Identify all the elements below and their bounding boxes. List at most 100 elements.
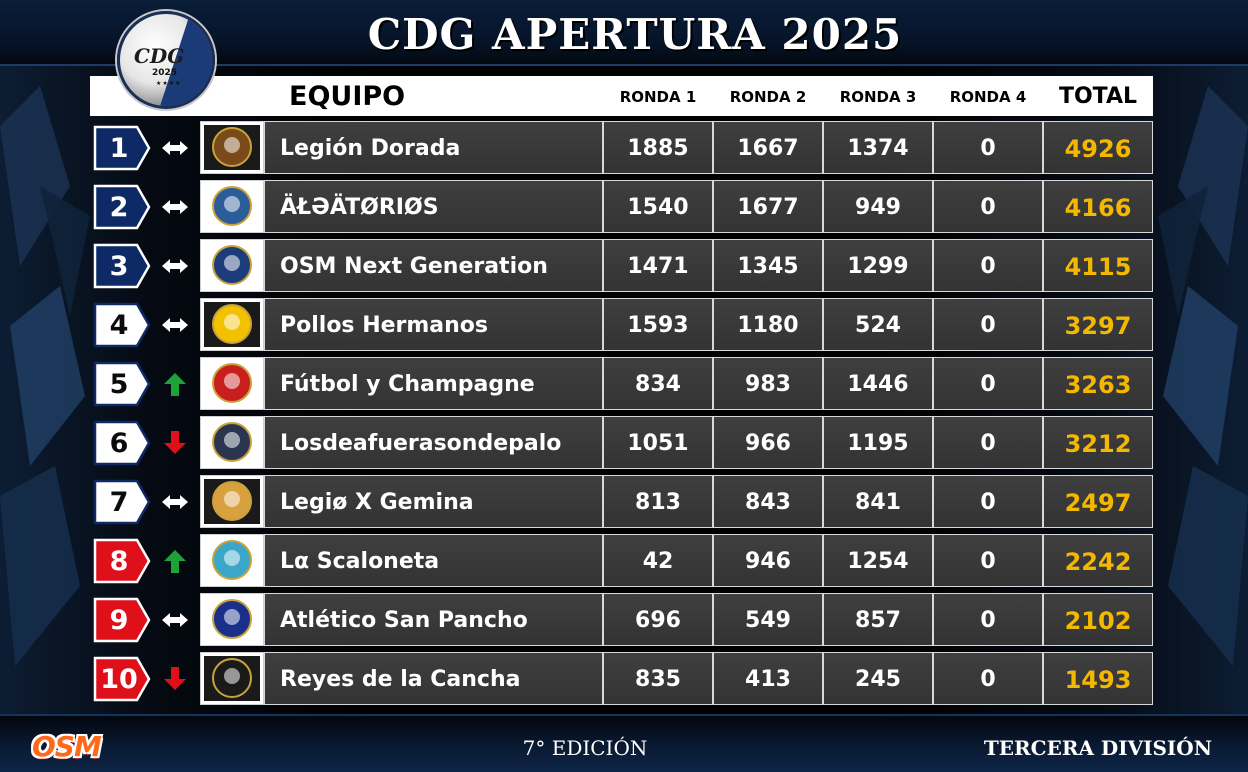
team-crest: [200, 593, 264, 646]
ronda-1-score: 1593: [603, 298, 713, 351]
no-change-icon: [160, 312, 190, 338]
position-badge-shape: [93, 420, 151, 466]
no-change-icon: [160, 135, 190, 161]
table-row: 6 Losdeafuerasondepalo 1051 966 1195 0 3212: [90, 416, 1153, 469]
ronda-1-score: 813: [603, 475, 713, 528]
position-badge: 1: [93, 125, 151, 171]
team-name-cell: OSM Next Generation: [264, 239, 603, 292]
table-row: 4 Pollos Hermanos 1593 1180 524 0 3297: [90, 298, 1153, 351]
team-name-cell: Atlético San Pancho: [264, 593, 603, 646]
cdg-logo: CDG 2025 ★★★★: [117, 11, 215, 109]
ronda-3-score: 524: [823, 298, 933, 351]
position-badge-shape: [93, 538, 151, 584]
position-badge: 10: [93, 656, 151, 702]
ronda-2-score: 1180: [713, 298, 823, 351]
no-change-icon: [160, 194, 190, 220]
position-badge-shape: [93, 302, 151, 348]
team-name: Legión Dorada: [280, 136, 461, 161]
position-number: 2: [109, 192, 129, 223]
arrow-down-icon: [160, 430, 190, 456]
position-badge: 3: [93, 243, 151, 289]
crest-emblem: [204, 420, 260, 465]
position-number: 3: [109, 251, 129, 282]
ronda-4-score: 0: [933, 475, 1043, 528]
crest-reyes-cancha-icon: [204, 656, 260, 701]
ronda-3-score: 1299: [823, 239, 933, 292]
ronda-1-score: 1885: [603, 121, 713, 174]
crest-legio-x-gemina-icon: [204, 479, 260, 524]
ronda-2-score: 966: [713, 416, 823, 469]
ronda-4-score: 0: [933, 534, 1043, 587]
double-arrow-icon: [162, 495, 188, 509]
ronda-1-score: 1540: [603, 180, 713, 233]
table-row: 2 ÄŁƏÄTØRIØS 1540 1677 949 0 4166: [90, 180, 1153, 233]
position-badge: 9: [93, 597, 151, 643]
position-badge-shape: [93, 479, 151, 525]
crest-emblem: [204, 656, 260, 701]
header-ronda-3: RONDA 3: [839, 88, 917, 106]
table-row: 5 Fútbol y Champagne 834 983 1446 0 3263: [90, 357, 1153, 410]
team-name: Fútbol y Champagne: [280, 372, 535, 397]
team-name: Losdeafuerasondepalo: [280, 431, 562, 456]
arrow-down-shape: [164, 431, 186, 454]
total-score: 3297: [1043, 298, 1153, 351]
ronda-1-score: 835: [603, 652, 713, 705]
team-name-cell: Legiø X Gemina: [264, 475, 603, 528]
team-name: ÄŁƏÄTØRIØS: [280, 195, 439, 220]
crest-emblem: [204, 302, 260, 347]
team-crest: [200, 652, 264, 705]
header-ronda-1: RONDA 1: [619, 88, 697, 106]
ronda-1-score: 42: [603, 534, 713, 587]
total-score: 1493: [1043, 652, 1153, 705]
crest-legion-dorada-icon: [204, 125, 260, 170]
position-badge-shape: [93, 184, 151, 230]
crest-emblem: [204, 243, 260, 288]
position-badge: 5: [93, 361, 151, 407]
table-row: 8 Lα Scaloneta 42 946 1254 0 2242: [90, 534, 1153, 587]
position-badge: 4: [93, 302, 151, 348]
position-badge: 6: [93, 420, 151, 466]
ronda-4-score: 0: [933, 652, 1043, 705]
division-label: TERCERA DIVISIÓN: [983, 736, 1212, 760]
ronda-3-score: 245: [823, 652, 933, 705]
no-change-icon: [160, 253, 190, 279]
header-total: TOTAL: [1058, 84, 1138, 109]
team-name-cell: ÄŁƏÄTØRIØS: [264, 180, 603, 233]
table-row: 9 Atlético San Pancho 696 549 857 0 2102: [90, 593, 1153, 646]
ronda-2-score: 843: [713, 475, 823, 528]
position-number: 5: [109, 369, 129, 400]
ronda-4-score: 0: [933, 298, 1043, 351]
team-crest: [200, 239, 264, 292]
table-header: EQUIPO RONDA 1 RONDA 2 RONDA 3 RONDA 4 T…: [90, 76, 1153, 116]
team-name: Pollos Hermanos: [280, 313, 489, 338]
arrow-down-shape: [164, 667, 186, 690]
team-name: Reyes de la Cancha: [280, 667, 521, 692]
position-badge-shape: [93, 597, 151, 643]
total-score: 3263: [1043, 357, 1153, 410]
team-crest: [200, 534, 264, 587]
ronda-4-score: 0: [933, 593, 1043, 646]
ronda-3-score: 1446: [823, 357, 933, 410]
position-badge-shape: [93, 125, 151, 171]
crest-emblem: [204, 184, 260, 229]
table-row: 7 Legiø X Gemina 813 843 841 0 2497: [90, 475, 1153, 528]
ronda-4-score: 0: [933, 416, 1043, 469]
ronda-2-score: 983: [713, 357, 823, 410]
crest-osm-next-gen-icon: [204, 243, 260, 288]
ronda-2-score: 946: [713, 534, 823, 587]
footer: OSM 7° EDICIÓN TERCERA DIVISIÓN: [0, 714, 1248, 772]
position-badge-shape: [93, 656, 151, 702]
logo-text: CDG: [134, 44, 185, 68]
team-name: Legiø X Gemina: [280, 490, 474, 515]
total-score: 4926: [1043, 121, 1153, 174]
ronda-4-score: 0: [933, 180, 1043, 233]
team-name-cell: Pollos Hermanos: [264, 298, 603, 351]
team-crest: [200, 416, 264, 469]
crest-emblem: [204, 479, 260, 524]
total-score: 2242: [1043, 534, 1153, 587]
crest-san-pancho-icon: [204, 597, 260, 642]
double-arrow-icon: [162, 613, 188, 627]
team-crest: [200, 357, 264, 410]
page-title: CDG APERTURA 2025: [367, 10, 903, 59]
position-number: 10: [100, 664, 138, 695]
